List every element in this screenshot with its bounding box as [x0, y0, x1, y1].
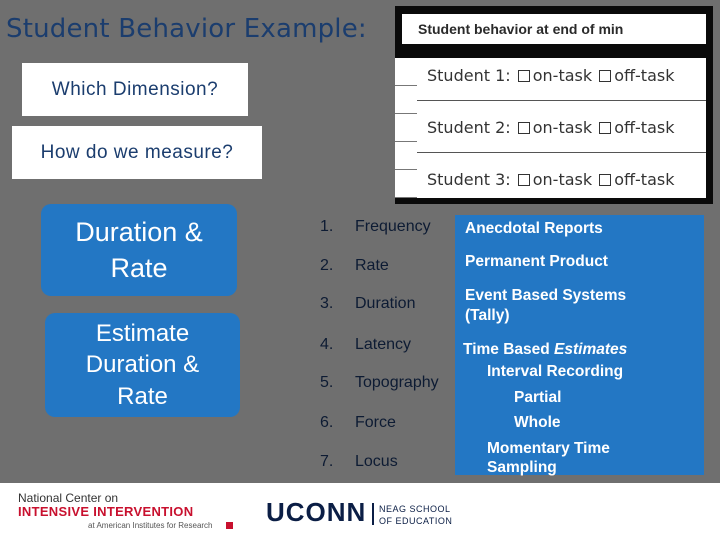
- student-1-label: Student 1:: [427, 66, 511, 85]
- answer-box-duration-rate: Duration & Rate: [41, 204, 237, 296]
- behavior-header: Student behavior at end of min: [402, 14, 706, 44]
- checkbox-icon: [517, 122, 530, 134]
- list-number: 3.: [320, 295, 334, 312]
- checkbox-icon: [599, 174, 612, 186]
- student-row-2: Student 2: on-task off-task: [427, 118, 674, 137]
- neag-line1: NEAG SCHOOL: [379, 504, 451, 514]
- student-3-label: Student 3:: [427, 170, 511, 189]
- method-momentary-time: Momentary Time: [487, 440, 610, 457]
- method-partial: Partial: [514, 389, 562, 406]
- student-1-option-on: on-task: [532, 66, 593, 85]
- footer: National Center on INTENSIVE INTERVENTIO…: [0, 483, 720, 540]
- logo-divider: [372, 503, 374, 525]
- list-text: Rate: [355, 257, 389, 274]
- nci-square-icon: [226, 522, 233, 529]
- checkbox-icon: [517, 70, 530, 82]
- list-number: 7.: [320, 453, 334, 470]
- student-3-option-on: on-task: [532, 170, 593, 189]
- which-dimension-label: Which Dimension?: [51, 78, 219, 100]
- list-number: 4.: [320, 336, 334, 353]
- method-time-based-italic: Estimates: [554, 341, 628, 358]
- student-2-option-off: off-task: [614, 118, 675, 137]
- nci-logo-line1: National Center on: [18, 491, 119, 505]
- student-row-1: Student 1: on-task off-task: [427, 66, 674, 85]
- list-text: Force: [355, 414, 396, 431]
- slide-title: Student Behavior Example:: [6, 14, 367, 44]
- list-number: 5.: [320, 374, 334, 391]
- behavior-header-label: Student behavior at end of min: [418, 21, 624, 37]
- checkbox-icon: [599, 70, 612, 82]
- neag-line2: OF EDUCATION: [379, 516, 453, 526]
- method-time-based: Time Based Estimates: [463, 341, 627, 359]
- list-text: Topography: [355, 374, 439, 391]
- method-event-based: Event Based Systems: [465, 287, 627, 304]
- list-text: Latency: [355, 336, 412, 353]
- method-anecdotal: Anecdotal Reports: [465, 220, 603, 237]
- uconn-wordmark: UCONN: [266, 497, 367, 527]
- method-interval-recording: Interval Recording: [487, 363, 624, 380]
- nci-logo-line2: INTENSIVE INTERVENTION: [18, 504, 194, 519]
- list-number: 6.: [320, 414, 334, 431]
- student-2-label: Student 2:: [427, 118, 511, 137]
- nci-logo-line3: at American Institutes for Research: [88, 521, 213, 530]
- row-margin-column: [395, 58, 418, 198]
- method-permanent-product: Permanent Product: [465, 253, 608, 270]
- list-number: 1.: [320, 218, 334, 235]
- student-3-option-off: off-task: [614, 170, 675, 189]
- which-dimension-box: Which Dimension?: [22, 63, 248, 116]
- checkbox-icon: [517, 174, 530, 186]
- answer-label-2: Estimate Duration & Rate: [85, 320, 200, 410]
- checkbox-icon: [599, 122, 612, 134]
- list-number: 2.: [320, 257, 334, 274]
- student-1-option-off: off-task: [614, 66, 675, 85]
- how-measure-label: How do we measure?: [40, 141, 234, 163]
- list-text: Duration: [355, 295, 416, 312]
- behavior-rows: Student 1: on-task off-task Student 2: o…: [417, 58, 706, 198]
- behavior-recording-image: Student behavior at end of min Student 1…: [395, 6, 713, 204]
- method-time-based-prefix: Time Based: [463, 341, 555, 358]
- list-text: Locus: [355, 453, 398, 470]
- list-text: Frequency: [355, 218, 431, 235]
- answer-box-estimate: Estimate Duration & Rate: [45, 313, 240, 417]
- method-momentary-sampling: Sampling: [487, 459, 557, 476]
- answer-label-1: Duration & Rate: [75, 216, 203, 283]
- method-event-tally: (Tally): [465, 307, 510, 324]
- student-2-option-on: on-task: [532, 118, 593, 137]
- measurement-methods-panel: Anecdotal Reports Permanent Product Even…: [455, 215, 704, 476]
- how-measure-box: How do we measure?: [12, 126, 262, 179]
- method-whole: Whole: [514, 414, 561, 431]
- student-row-3: Student 3: on-task off-task: [427, 170, 674, 189]
